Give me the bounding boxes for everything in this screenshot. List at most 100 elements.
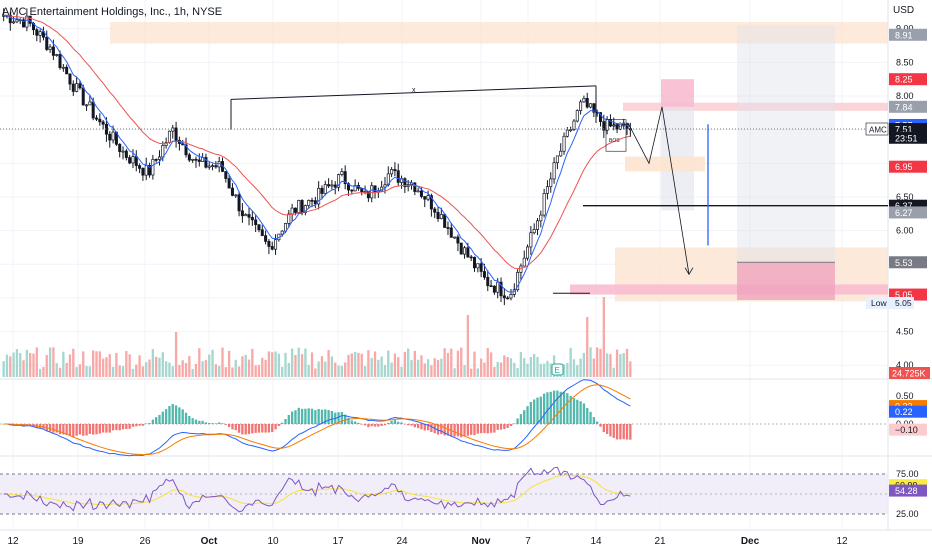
volume-bar: [224, 367, 227, 377]
macd-histogram-bar: [42, 424, 45, 429]
volume-bar: [171, 366, 174, 377]
candle-body: [343, 171, 347, 185]
candle-body: [274, 239, 278, 250]
volume-bar: [529, 357, 533, 377]
candle-body: [128, 157, 132, 164]
volume-bar: [599, 348, 602, 377]
volume-bar: [108, 354, 111, 377]
candle-body: [370, 185, 374, 199]
volume-bar: [62, 351, 65, 377]
volume-bar: [453, 368, 456, 377]
volume-bar: [466, 315, 470, 377]
time-tick-label: 26: [139, 536, 151, 547]
candle-body: [330, 184, 334, 187]
range-line: [230, 85, 597, 100]
candle-body: [68, 73, 72, 85]
macd-histogram-bar: [247, 424, 251, 435]
volume-bar: [473, 351, 476, 377]
macd-histogram-bar: [619, 424, 622, 440]
volume-bar: [509, 358, 513, 377]
candle-body: [247, 214, 251, 218]
candle-body: [529, 232, 533, 248]
volume-bar: [519, 352, 523, 377]
moving-average-fast: [3, 14, 631, 293]
volume-bar: [254, 365, 257, 377]
volume-bar: [513, 362, 516, 377]
macd-histogram-bar: [566, 393, 569, 424]
candle-body: [416, 190, 420, 193]
candle-body: [94, 117, 99, 120]
candle-body: [264, 235, 268, 242]
rsi-pane: [0, 466, 888, 515]
volume-bar: [227, 350, 231, 377]
price-badge: 5.05: [895, 290, 913, 300]
volume-bar: [138, 355, 141, 377]
volume-bar: [367, 350, 370, 377]
macd-histogram-bar: [410, 424, 413, 426]
volume-bar: [181, 360, 184, 377]
volume-bar: [5, 354, 9, 377]
macd-histogram-bar: [562, 392, 566, 424]
volume-bar: [281, 366, 284, 377]
candle-body: [12, 21, 16, 24]
candle-body: [293, 207, 297, 213]
candle-body: [562, 135, 566, 152]
macd-histogram-bar: [65, 424, 68, 435]
volume-bar: [423, 363, 426, 377]
macd-badge: −0.10: [895, 425, 918, 435]
macd-histogram-bar: [324, 409, 327, 424]
candle-body: [28, 15, 32, 24]
macd-histogram-bar: [218, 422, 221, 424]
candle-body: [539, 214, 543, 222]
macd-histogram-bar: [383, 424, 387, 426]
volume-bar: [277, 353, 281, 377]
price-badge-bg: [889, 73, 927, 86]
volume-bar: [619, 354, 622, 377]
volume-bar: [75, 366, 78, 377]
support-zone: [570, 284, 888, 295]
macd-histogram-bar: [400, 422, 403, 424]
range-line-label: x: [412, 87, 416, 94]
volume-bar: [55, 363, 58, 377]
macd-histogram-bar: [436, 424, 440, 435]
candle-body: [453, 236, 457, 239]
macd-histogram-bar: [184, 412, 188, 424]
volume-bar: [22, 360, 25, 377]
macd-histogram-bar: [138, 424, 141, 426]
volume-bar: [314, 368, 317, 377]
volume-bar: [320, 356, 324, 377]
volume-bar: [609, 354, 612, 377]
volume-bar: [327, 350, 330, 377]
candle-body: [439, 214, 443, 219]
volume-bar: [463, 365, 466, 377]
macd-histogram-bar: [155, 417, 158, 424]
projection-arrow: [684, 267, 694, 276]
macd-histogram-bar: [55, 424, 58, 433]
macd-histogram-bar: [602, 424, 605, 433]
candle-body: [423, 196, 427, 200]
volume-bar: [218, 365, 221, 377]
volume-bar: [85, 366, 88, 377]
price-badge-bg: [889, 28, 927, 41]
volume-bar: [257, 364, 261, 377]
candle-body: [55, 54, 59, 56]
bos-label: BOS: [609, 138, 620, 144]
volume-bar: [536, 357, 539, 377]
candle-body: [141, 168, 145, 176]
volume-bar: [523, 358, 526, 377]
candle-body: [496, 281, 500, 293]
candle-body: [592, 103, 596, 113]
candle-body: [131, 156, 135, 164]
candle-body: [108, 133, 112, 141]
macd-histogram-bar: [161, 411, 164, 424]
volume-bar: [208, 354, 211, 377]
candle-body: [549, 178, 553, 188]
volume-bar: [72, 348, 75, 377]
time-tick-label: 14: [590, 536, 602, 547]
macd-histogram-bar: [625, 424, 629, 440]
macd-histogram-bar: [596, 421, 599, 424]
volume-bar: [267, 351, 271, 377]
macd-histogram-bar: [579, 401, 582, 424]
candle-body: [413, 182, 417, 192]
